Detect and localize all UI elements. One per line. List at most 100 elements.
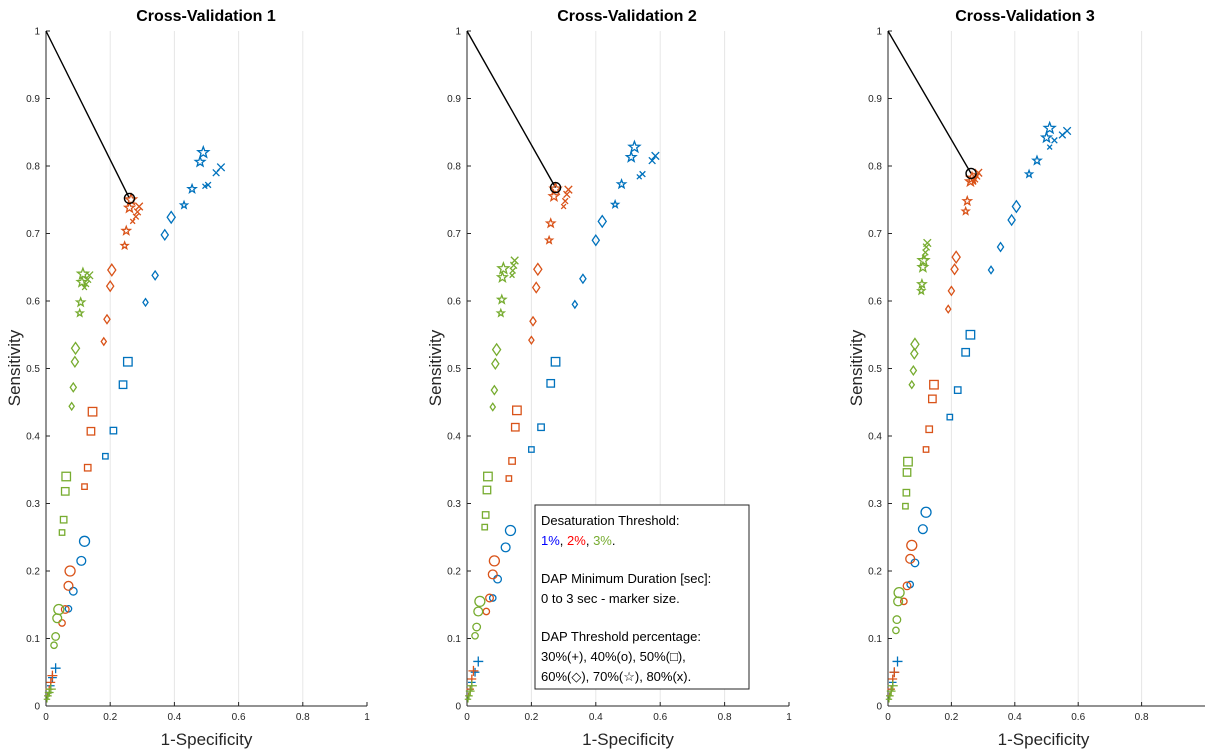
x-tick-label: 0.4 — [589, 712, 603, 723]
marker-star — [75, 275, 89, 288]
marker-diamond — [68, 401, 76, 412]
marker-star — [1039, 130, 1054, 144]
legend-duration-desc: 0 to 3 sec - marker size. — [541, 591, 680, 606]
marker-plus — [885, 696, 893, 703]
marker-star — [120, 224, 133, 236]
marker-circle — [58, 619, 66, 627]
y-tick-label: 0 — [455, 702, 461, 713]
marker-x — [216, 163, 226, 172]
marker-square — [903, 456, 913, 467]
legend-desat-values: 1%, 2%, 3%. — [541, 533, 615, 548]
marker-diamond — [1011, 199, 1022, 214]
marker-x — [563, 190, 571, 199]
marker-star — [547, 189, 561, 202]
marker-diamond — [105, 279, 115, 293]
marker-square — [118, 380, 128, 390]
marker-diamond — [70, 341, 81, 356]
x-axis-label: 1-Specificity — [161, 730, 253, 749]
marker-star — [543, 234, 555, 245]
marker-circle — [60, 605, 70, 614]
marker-star — [123, 192, 139, 206]
marker-square — [87, 406, 98, 417]
marker-plus — [464, 696, 472, 703]
marker-star — [1023, 168, 1035, 179]
marker-x — [85, 271, 94, 280]
marker-circle — [892, 626, 900, 635]
legend-pct-3: 3% — [593, 533, 612, 548]
y-tick-label: 1 — [876, 27, 882, 38]
y-tick-label: 0.3 — [447, 499, 461, 510]
marker-square — [965, 329, 976, 340]
marker-square — [83, 463, 92, 472]
marker-star — [193, 155, 207, 168]
marker-star — [178, 199, 190, 210]
marker-square — [122, 356, 133, 367]
y-tick-label: 0.6 — [26, 297, 40, 308]
y-tick-label: 0.6 — [868, 297, 882, 308]
legend-threshold-line1: 30%(+), 40%(o), 50%(□), — [541, 649, 686, 664]
marker-diamond — [529, 315, 537, 327]
marker-diamond — [69, 381, 78, 393]
marker-diamond — [151, 269, 159, 281]
legend-pct-2: 2% — [567, 533, 586, 548]
y-tick-label: 0.7 — [26, 229, 40, 240]
marker-diamond — [909, 365, 918, 377]
marker-x — [129, 218, 136, 225]
marker-diamond — [491, 342, 502, 357]
legend-end: . — [612, 533, 616, 548]
x-tick-label: 0.2 — [944, 712, 958, 723]
marker-plus — [473, 656, 484, 667]
marker-diamond — [103, 313, 111, 325]
y-tick-label: 0.4 — [868, 432, 882, 443]
marker-circle — [487, 569, 498, 580]
marker-x — [202, 183, 208, 190]
marker-diamond — [591, 234, 601, 247]
marker-diamond — [166, 210, 176, 225]
marker-diamond — [950, 263, 959, 276]
marker-star — [196, 144, 211, 159]
marker-plus — [50, 663, 61, 674]
marker-square — [61, 471, 72, 482]
marker-square — [922, 446, 930, 453]
x-tick-label: 0.8 — [1135, 712, 1149, 723]
legend-desat-title: Desaturation Threshold: — [541, 513, 680, 528]
marker-circle — [488, 555, 501, 567]
marker-diamond — [597, 214, 608, 229]
marker-circle — [488, 594, 497, 602]
marker-square — [546, 378, 556, 388]
marker-plus — [889, 667, 900, 678]
x-tick-label: 0.4 — [167, 712, 181, 723]
marker-diamond — [531, 281, 541, 294]
marker-diamond — [489, 402, 497, 412]
marker-x — [1051, 137, 1058, 144]
marker-square — [60, 486, 70, 496]
legend-threshold-line2: 60%(◇), 70%(☆), 80%(x). — [541, 669, 691, 684]
marker-square — [902, 488, 911, 497]
marker-square — [102, 452, 109, 460]
y-tick-label: 1 — [455, 27, 461, 38]
optimal-point-marker — [965, 167, 977, 180]
marker-x — [561, 197, 569, 205]
x-tick-label: 0.6 — [232, 712, 246, 723]
marker-star — [1042, 120, 1057, 135]
marker-circle — [68, 586, 78, 596]
marker-square — [902, 502, 909, 510]
marker-square — [81, 483, 88, 490]
x-tick-label: 0.8 — [718, 712, 732, 723]
marker-circle — [482, 607, 491, 616]
marker-star — [915, 277, 928, 290]
marker-square — [537, 423, 545, 432]
marker-x — [648, 156, 656, 165]
marker-star — [615, 177, 628, 190]
marker-diamond — [70, 355, 80, 368]
marker-diamond — [987, 265, 995, 275]
marker-diamond — [533, 262, 543, 277]
marker-star — [495, 293, 508, 305]
marker-square — [902, 468, 912, 477]
y-tick-label: 0.4 — [26, 432, 40, 443]
marker-square — [953, 386, 962, 394]
y-tick-label: 0.2 — [447, 567, 461, 578]
marker-star — [495, 307, 507, 318]
marker-star — [548, 181, 563, 196]
y-tick-label: 0.8 — [447, 162, 461, 173]
